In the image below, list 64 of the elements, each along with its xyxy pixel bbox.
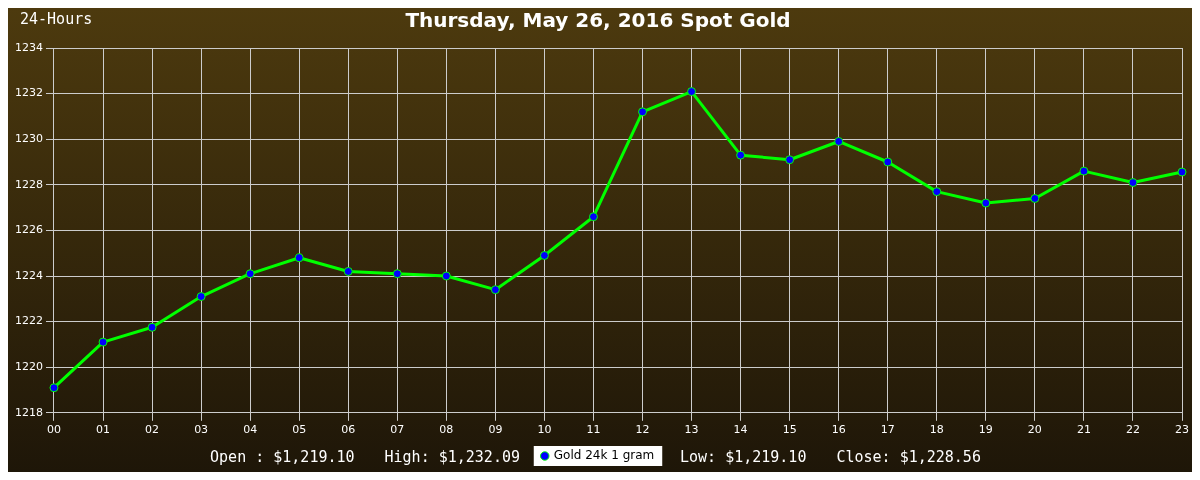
y-tick-label: 1222 (14, 314, 43, 328)
point (1177, 167, 1187, 177)
text: High: $1,232.09 (384, 447, 520, 466)
x-tick-label: 00 (46, 423, 61, 437)
x-tick-label: 08 (439, 423, 454, 437)
x-tick-label: 13 (684, 423, 699, 437)
point (638, 107, 648, 117)
y-tick-label: 1234 (14, 40, 43, 54)
point (539, 250, 549, 260)
point (441, 271, 451, 281)
point (294, 253, 304, 263)
x-tick-label: 11 (586, 423, 601, 437)
point (785, 155, 795, 165)
x-tick-label: 12 (635, 423, 650, 437)
y-tick-label: 1226 (14, 223, 43, 237)
point (687, 87, 697, 97)
point (245, 269, 255, 279)
point (1128, 178, 1138, 188)
x-tick-label: 16 (831, 423, 846, 437)
x-tick-label: 20 (1027, 423, 1042, 437)
chart-title: Thursday, May 26, 2016 Spot Gold (405, 8, 791, 33)
point (1079, 166, 1089, 176)
point (1030, 193, 1040, 203)
x-tick-label: 18 (929, 423, 944, 437)
x-tick-label: 14 (733, 423, 748, 437)
y-tick-label: 1232 (14, 86, 43, 100)
point (981, 198, 991, 208)
y-tick-label: 1224 (14, 268, 43, 282)
point (834, 136, 844, 146)
point (736, 150, 746, 160)
x-tick-label: 17 (880, 423, 895, 437)
x-tick-label: 22 (1125, 423, 1140, 437)
point (392, 269, 402, 279)
point (98, 337, 108, 347)
y-tick-label: 1228 (14, 177, 43, 191)
text: Open : $1,219.10 (210, 447, 355, 466)
point (343, 266, 353, 276)
x-tick-label: 02 (145, 423, 160, 437)
x-tick-label: 10 (537, 423, 552, 437)
point (883, 157, 893, 167)
x-tick-label: 09 (488, 423, 503, 437)
legend-label: Gold 24k 1 gram (553, 448, 655, 463)
y-tick-label: 1218 (14, 405, 43, 419)
text: 24-Hours (20, 9, 93, 28)
point (490, 285, 500, 295)
y-tick-label: 1230 (14, 132, 43, 146)
x-tick-label: 04 (243, 423, 258, 437)
x-tick-label: 19 (978, 423, 993, 437)
x-tick-label: 03 (194, 423, 209, 437)
x-tick-label: 15 (782, 423, 797, 437)
x-tick-label: 06 (341, 423, 356, 437)
point (49, 383, 59, 393)
point (196, 292, 206, 302)
x-tick-label: 01 (96, 423, 111, 437)
x-tick-label: 07 (390, 423, 405, 437)
x-tick-label: 23 (1175, 423, 1189, 437)
x-tick-label: 21 (1076, 423, 1091, 437)
point (932, 187, 942, 197)
y-tick-label: 1220 (14, 360, 43, 374)
point (147, 322, 157, 332)
x-tick-label: 05 (292, 423, 307, 437)
text: Close: $1,228.56 (836, 447, 981, 466)
point (588, 212, 598, 222)
text: Low: $1,219.10 (680, 447, 807, 466)
